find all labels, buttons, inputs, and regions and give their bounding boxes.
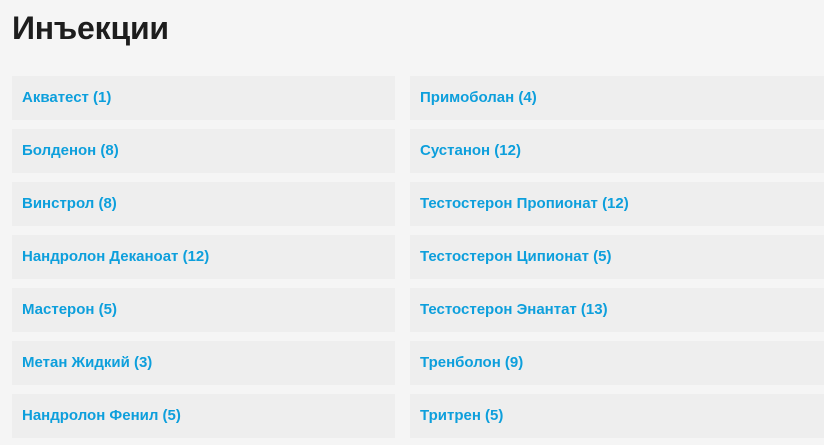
category-link[interactable]: Метан Жидкий (3) [12, 341, 395, 385]
category-link[interactable]: Тестостерон Пропионат (12) [410, 182, 824, 226]
page-title: Инъекции [12, 10, 169, 46]
category-link[interactable]: Сустанон (12) [410, 129, 824, 173]
category-link[interactable]: Винстрол (8) [12, 182, 395, 226]
category-link[interactable]: Примоболан (4) [410, 76, 824, 120]
category-link[interactable]: Тритрен (5) [410, 394, 824, 438]
category-column-right: Примоболан (4) Сустанон (12) Тестостерон П… [410, 76, 824, 445]
category-link[interactable]: Нандролон Фенил (5) [12, 394, 395, 438]
category-link[interactable]: Нандролон Деканоат (12) [12, 235, 395, 279]
category-link[interactable]: Тестостерон Ципионат (5) [410, 235, 824, 279]
category-link[interactable]: Тестостерон Энантат (13) [410, 288, 824, 332]
category-link[interactable]: Тренболон (9) [410, 341, 824, 385]
category-column-left: Акватест (1) Болденон (8) Винстрол (8) Нанд… [12, 76, 395, 445]
category-link[interactable]: Акватест (1) [12, 76, 395, 120]
category-link[interactable]: Болденон (8) [12, 129, 395, 173]
category-link[interactable]: Мастерон (5) [12, 288, 395, 332]
